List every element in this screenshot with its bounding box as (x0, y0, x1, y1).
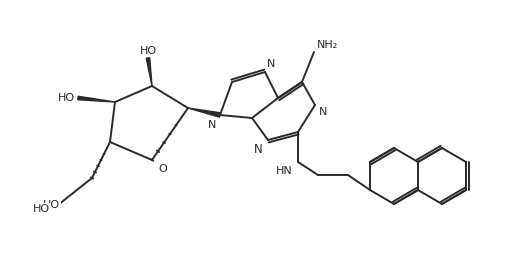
Text: HO: HO (58, 93, 75, 103)
Polygon shape (188, 108, 220, 117)
Text: N: N (208, 120, 216, 130)
Text: HN: HN (276, 166, 293, 176)
Text: NH₂: NH₂ (317, 40, 338, 50)
Text: HO: HO (43, 200, 60, 210)
Text: O: O (158, 164, 167, 174)
Text: N: N (254, 143, 263, 156)
Polygon shape (78, 96, 115, 102)
Text: HO: HO (33, 204, 50, 214)
Text: N: N (267, 59, 275, 69)
Text: HO: HO (139, 46, 156, 56)
Text: N: N (319, 107, 327, 117)
Polygon shape (146, 58, 152, 86)
